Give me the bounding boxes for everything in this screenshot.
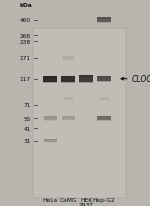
Bar	[79, 76, 93, 78]
Bar	[43, 82, 57, 84]
Bar	[62, 120, 75, 121]
Text: 238: 238	[20, 40, 31, 45]
Bar	[43, 76, 57, 78]
Bar	[44, 120, 57, 121]
Bar	[44, 139, 57, 143]
Text: 41: 41	[23, 126, 31, 131]
Bar	[98, 23, 111, 24]
Bar	[44, 139, 57, 140]
Bar	[61, 82, 75, 84]
Bar	[62, 117, 75, 118]
Text: 31: 31	[23, 139, 31, 144]
Bar	[98, 18, 111, 23]
Bar	[44, 117, 57, 120]
Bar	[97, 116, 111, 117]
Text: 460: 460	[20, 18, 31, 23]
Text: CLOCK: CLOCK	[131, 75, 150, 84]
Bar	[97, 116, 111, 121]
Text: 117: 117	[20, 77, 31, 82]
Bar	[97, 77, 111, 78]
Text: 268: 268	[20, 34, 31, 39]
Bar	[64, 97, 73, 100]
Bar	[79, 83, 93, 84]
Bar	[97, 121, 111, 122]
Bar	[61, 76, 75, 78]
Bar	[97, 77, 111, 82]
Bar	[97, 82, 111, 83]
Text: 171: 171	[20, 56, 31, 61]
Bar	[62, 117, 75, 120]
Bar	[63, 57, 74, 61]
Text: Hep-G2: Hep-G2	[93, 197, 116, 202]
Bar	[79, 76, 93, 83]
Text: CaMG: CaMG	[60, 197, 77, 202]
Bar	[43, 76, 57, 82]
Text: kDa: kDa	[20, 3, 32, 8]
Bar	[98, 18, 111, 19]
Text: HEK
293T: HEK 293T	[79, 197, 94, 206]
Text: 71: 71	[23, 103, 31, 108]
Bar	[100, 97, 109, 100]
Text: 55: 55	[23, 116, 31, 121]
Bar	[61, 76, 75, 82]
Bar	[33, 29, 126, 198]
Text: HeLa: HeLa	[43, 197, 58, 202]
